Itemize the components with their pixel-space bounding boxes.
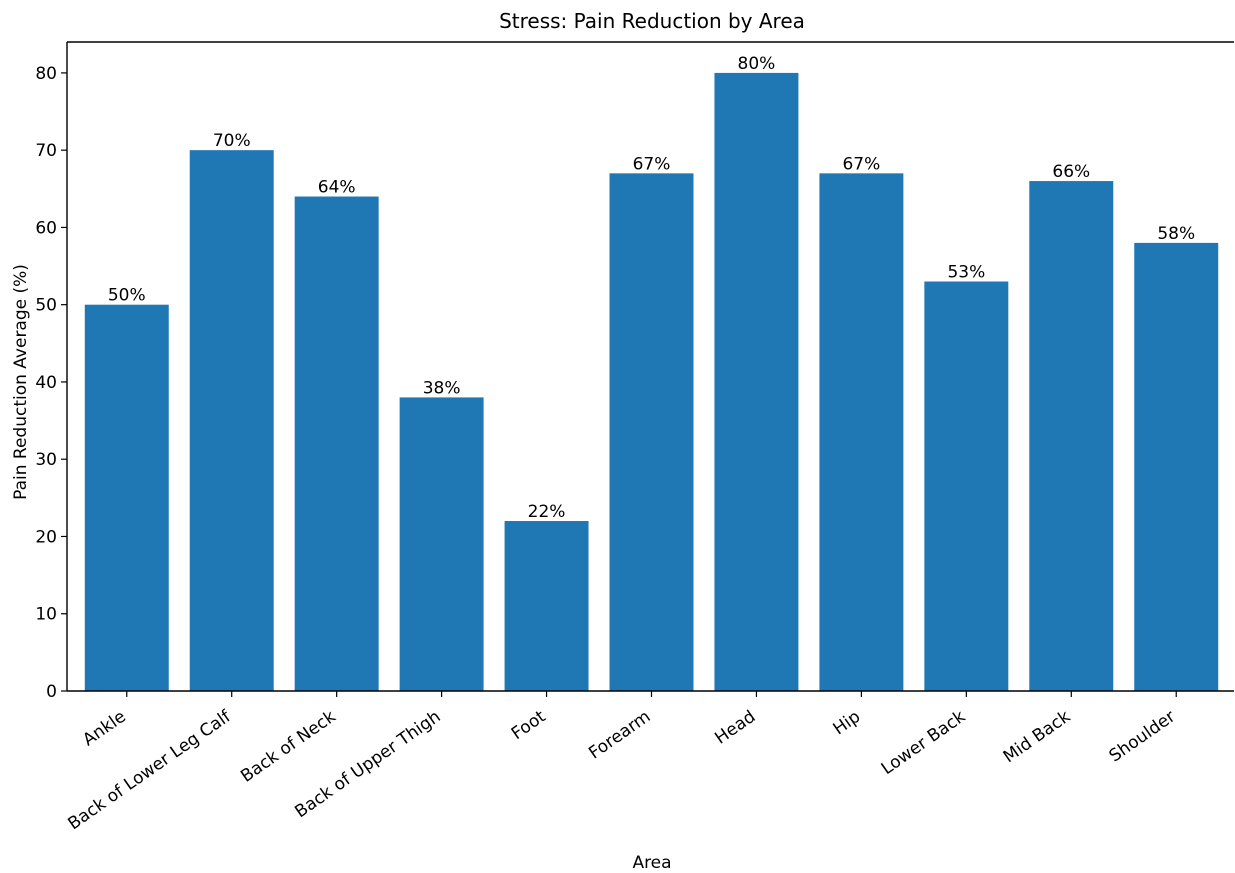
y-tick-label: 20 bbox=[35, 527, 57, 547]
bar-10 bbox=[1134, 243, 1218, 691]
bar-data-label: 66% bbox=[1052, 162, 1090, 182]
x-tick-label: Forearm bbox=[585, 707, 654, 764]
bar-1 bbox=[190, 150, 274, 691]
y-tick-label: 30 bbox=[35, 450, 57, 470]
y-axis-label: Pain Reduction Average (%) bbox=[11, 264, 31, 500]
bar-4 bbox=[505, 521, 589, 691]
chart-title: Stress: Pain Reduction by Area bbox=[499, 9, 805, 33]
bar-9 bbox=[1029, 181, 1113, 691]
bars-group: 50% 70% 64% 38% 22% 67% 80% 67% 53% 66% 58% bbox=[85, 54, 1218, 691]
bar-2 bbox=[295, 197, 379, 691]
bar-8 bbox=[924, 282, 1008, 691]
bar-data-label: 50% bbox=[108, 286, 146, 306]
y-tick-label: 0 bbox=[46, 682, 57, 702]
y-tick-label: 60 bbox=[35, 218, 57, 238]
y-tick-label: 40 bbox=[35, 373, 57, 393]
x-axis-label: Area bbox=[632, 853, 671, 873]
y-tick-label: 50 bbox=[35, 296, 57, 316]
bar-data-label: 67% bbox=[633, 154, 671, 174]
y-tick-label: 80 bbox=[35, 64, 57, 84]
bar-7 bbox=[819, 173, 903, 691]
x-tick-label: Foot bbox=[508, 707, 550, 745]
y-tick-label: 10 bbox=[35, 605, 57, 625]
bar-3 bbox=[400, 397, 484, 691]
x-tick-label: Ankle bbox=[79, 707, 129, 751]
x-tick-label: Shoulder bbox=[1106, 707, 1179, 767]
bar-data-label: 58% bbox=[1157, 224, 1195, 244]
bar-data-label: 38% bbox=[423, 378, 461, 398]
y-tick-label: 70 bbox=[35, 141, 57, 161]
x-tick-label: Hip bbox=[830, 707, 865, 740]
bar-6 bbox=[714, 73, 798, 691]
x-tick-label: Head bbox=[711, 707, 759, 749]
x-tick-label: Lower Back bbox=[878, 707, 970, 779]
x-tick-label: Mid Back bbox=[1000, 707, 1075, 768]
bar-data-label: 80% bbox=[738, 54, 776, 74]
bar-0 bbox=[85, 305, 169, 691]
bar-data-label: 67% bbox=[842, 154, 880, 174]
bar-data-label: 22% bbox=[528, 502, 566, 522]
bar-data-label: 53% bbox=[947, 263, 985, 283]
x-tick-label: Back of Neck bbox=[237, 707, 339, 787]
bar-data-label: 70% bbox=[213, 131, 251, 151]
bar-data-label: 64% bbox=[318, 178, 356, 198]
bar-5 bbox=[610, 173, 694, 691]
